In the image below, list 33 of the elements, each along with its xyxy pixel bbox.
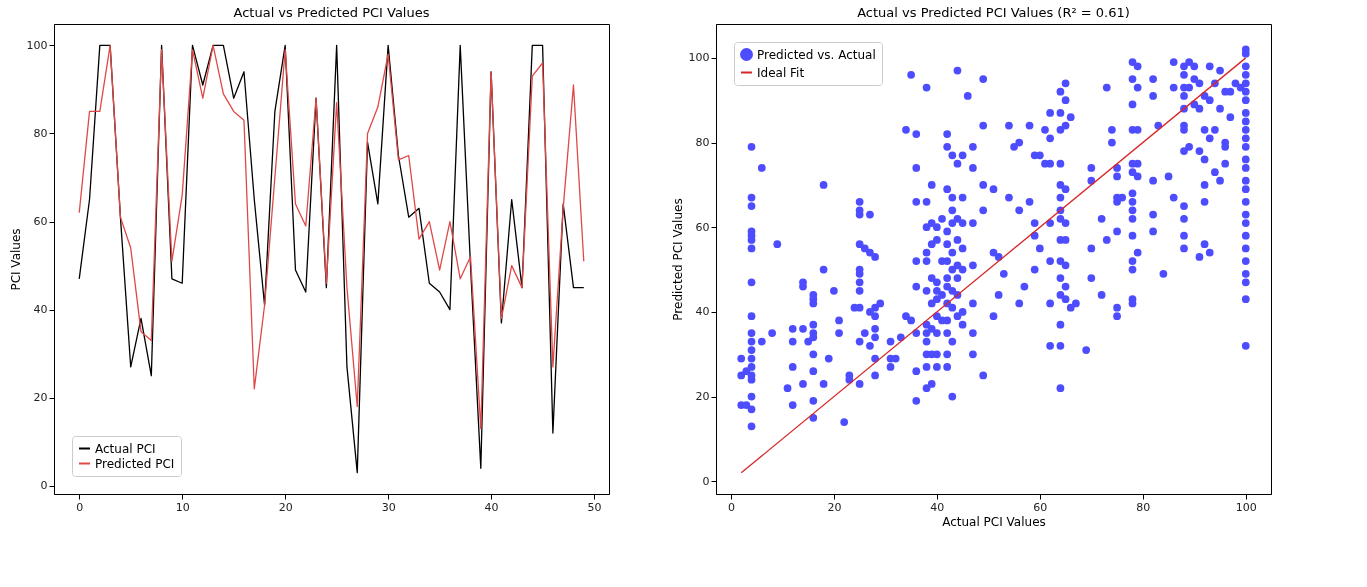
y-tick-label: 20: [33, 391, 48, 405]
x-tick-label: 100: [1235, 500, 1257, 514]
y-tick-label: 60: [33, 215, 48, 229]
y-tick-label: 60: [695, 220, 710, 234]
x-tick-label: 60: [1033, 500, 1048, 514]
y-tick-label: 40: [695, 305, 710, 319]
x-tick-label: 20: [827, 500, 842, 514]
legend-label: Ideal Fit: [757, 65, 805, 80]
y-tick-label: 80: [695, 136, 710, 150]
y-tick-label: 0: [40, 479, 48, 493]
x-axis-title: Actual PCI Values: [942, 514, 1046, 529]
y-tick-label: 80: [33, 126, 48, 140]
y-tick-label: 100: [688, 51, 710, 65]
legend-label: Actual PCI: [95, 441, 156, 456]
x-tick-label: 0: [727, 500, 735, 514]
x-tick-label: 80: [1136, 500, 1151, 514]
y-axis-title: Predicted PCI Values: [670, 198, 685, 321]
legend-label: Predicted vs. Actual: [757, 47, 876, 62]
y-tick-label: 100: [26, 38, 48, 52]
x-tick-label: 20: [278, 500, 293, 514]
y-tick-label: 20: [695, 390, 710, 404]
y-tick-label: 40: [33, 303, 48, 317]
x-tick-label: 0: [76, 500, 84, 514]
x-tick-label: 50: [587, 500, 602, 514]
y-axis-title: PCI Values: [8, 228, 23, 291]
x-tick-label: 10: [175, 500, 190, 514]
x-tick-label: 40: [484, 500, 499, 514]
chart-title: Actual vs Predicted PCI Values (R² = 0.61): [857, 5, 1130, 20]
chart-title: Actual vs Predicted PCI Values: [233, 5, 430, 20]
legend-label: Predicted PCI: [95, 456, 175, 471]
x-tick-label: 40: [930, 500, 945, 514]
y-tick-label: 0: [702, 474, 710, 488]
x-tick-label: 30: [381, 500, 396, 514]
